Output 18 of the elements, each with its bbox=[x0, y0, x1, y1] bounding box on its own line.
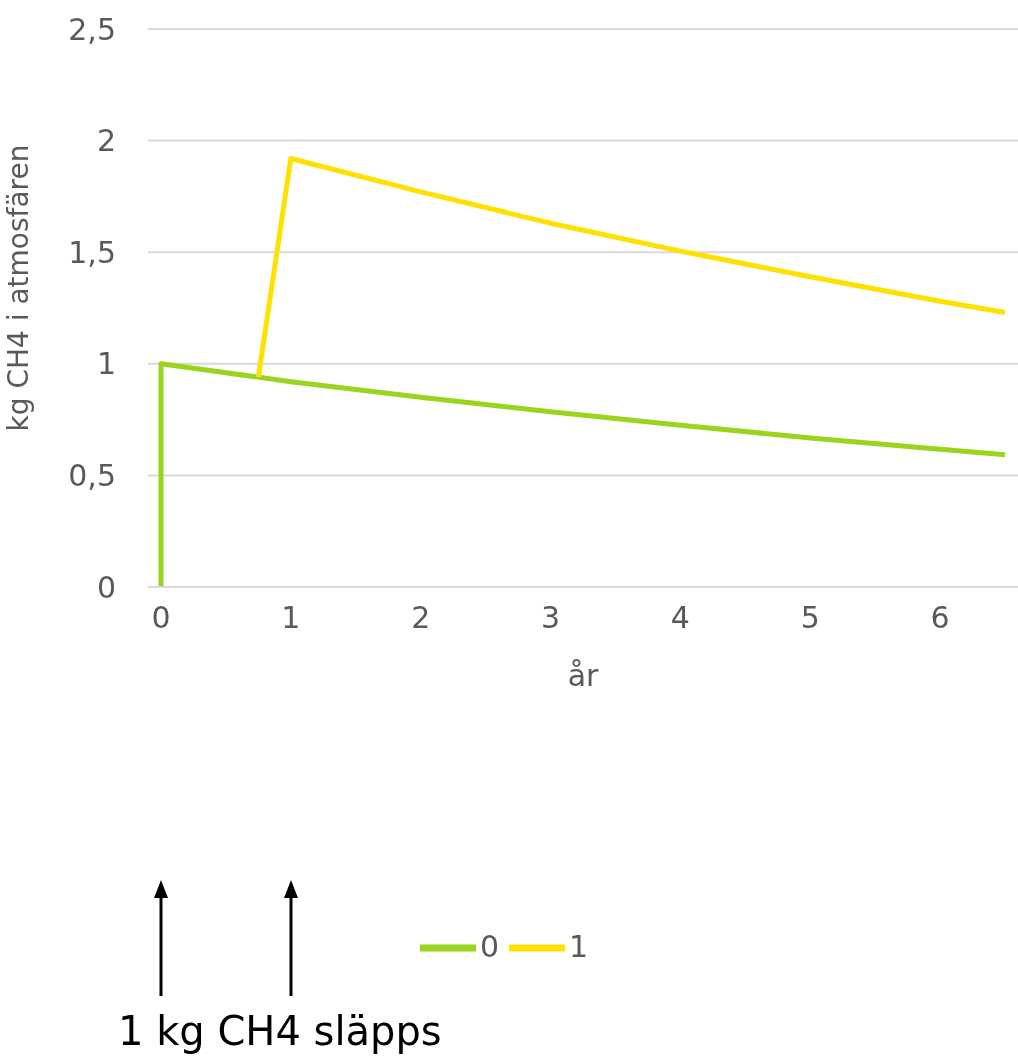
y-tick-label: 1,5 bbox=[68, 234, 116, 270]
x-tick-label: 0 bbox=[151, 600, 171, 636]
y-tick-label: 2 bbox=[96, 123, 116, 159]
x-tick-label: 3 bbox=[540, 600, 561, 636]
y-tick-label: 1 bbox=[96, 346, 116, 382]
y-axis-title: kg CH4 i atmosfären bbox=[1, 144, 35, 432]
x-axis-title: år bbox=[567, 658, 600, 694]
x-tick-label: 6 bbox=[930, 600, 950, 636]
x-tick-label: 5 bbox=[800, 600, 820, 636]
text: 1 kg CH4 släpps bbox=[118, 1008, 442, 1054]
x-tick-label: 1 bbox=[281, 600, 301, 636]
legend-label: 0 bbox=[479, 928, 499, 964]
x-tick-label: 2 bbox=[411, 600, 431, 636]
y-tick-label: 0 bbox=[96, 569, 116, 605]
y-tick-label: 2,5 bbox=[68, 11, 116, 47]
legend-label: 1 bbox=[569, 928, 589, 964]
y-tick-label: 0,5 bbox=[68, 458, 116, 494]
x-tick-label: 4 bbox=[670, 600, 690, 636]
